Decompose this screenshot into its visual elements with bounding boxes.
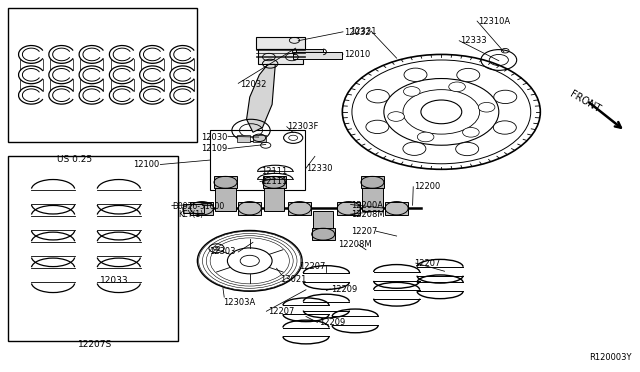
Text: 12200: 12200 xyxy=(415,182,441,191)
Circle shape xyxy=(478,102,495,112)
Text: 12032: 12032 xyxy=(344,28,371,37)
Text: FRONT: FRONT xyxy=(568,89,602,114)
Text: R120003Y: R120003Y xyxy=(589,353,632,362)
Text: 12303A: 12303A xyxy=(223,298,255,307)
Text: 12111: 12111 xyxy=(261,177,287,186)
Text: 12303F: 12303F xyxy=(287,122,318,131)
Text: 13021: 13021 xyxy=(280,275,307,284)
Circle shape xyxy=(463,128,479,137)
Text: 12207: 12207 xyxy=(300,262,326,271)
Text: 12333: 12333 xyxy=(461,36,487,45)
Circle shape xyxy=(494,90,516,103)
Circle shape xyxy=(417,132,434,142)
Text: 12208M: 12208M xyxy=(338,240,371,249)
Polygon shape xyxy=(215,179,236,211)
Text: US 0.25: US 0.25 xyxy=(57,155,92,164)
Circle shape xyxy=(456,142,479,155)
Text: 12208M: 12208M xyxy=(351,211,384,219)
Text: 12330: 12330 xyxy=(306,164,332,173)
Polygon shape xyxy=(264,179,284,211)
Circle shape xyxy=(366,90,389,103)
Text: 12207: 12207 xyxy=(415,259,441,267)
Text: 12331: 12331 xyxy=(350,26,377,36)
Text: KEY(1): KEY(1) xyxy=(178,211,204,219)
Text: 12010: 12010 xyxy=(344,50,371,59)
Circle shape xyxy=(403,87,420,96)
Text: 12100: 12100 xyxy=(133,160,159,169)
Polygon shape xyxy=(362,179,383,211)
Text: 12207: 12207 xyxy=(268,307,294,316)
Bar xyxy=(8,155,177,341)
Text: 12207S: 12207S xyxy=(78,340,113,349)
Text: 12209: 12209 xyxy=(332,285,358,294)
Bar xyxy=(210,131,305,190)
Polygon shape xyxy=(293,52,342,59)
Text: 12209: 12209 xyxy=(319,318,345,327)
Bar xyxy=(8,8,196,141)
Polygon shape xyxy=(312,228,335,240)
Polygon shape xyxy=(258,49,303,64)
Text: 12032: 12032 xyxy=(240,80,266,89)
Polygon shape xyxy=(256,37,305,49)
Text: 12303: 12303 xyxy=(209,247,236,256)
Polygon shape xyxy=(385,202,408,215)
Polygon shape xyxy=(238,202,261,215)
Text: 12030: 12030 xyxy=(201,132,227,142)
Circle shape xyxy=(366,120,389,134)
Text: D0926-51600: D0926-51600 xyxy=(172,202,224,211)
Polygon shape xyxy=(337,202,360,215)
Text: 12033: 12033 xyxy=(100,276,129,285)
Polygon shape xyxy=(361,176,384,188)
Polygon shape xyxy=(246,64,275,132)
Polygon shape xyxy=(190,202,213,215)
Text: 12111: 12111 xyxy=(261,167,287,176)
Polygon shape xyxy=(214,176,237,188)
Circle shape xyxy=(493,121,516,134)
Polygon shape xyxy=(182,204,204,213)
Polygon shape xyxy=(288,202,311,215)
Polygon shape xyxy=(296,49,323,54)
Circle shape xyxy=(404,68,427,81)
Text: 12207: 12207 xyxy=(351,227,377,236)
Polygon shape xyxy=(262,176,285,188)
Text: 12200A: 12200A xyxy=(351,201,383,210)
Polygon shape xyxy=(313,211,333,231)
Polygon shape xyxy=(253,135,266,142)
Text: 12310A: 12310A xyxy=(478,17,511,26)
Bar xyxy=(202,203,211,205)
Circle shape xyxy=(388,112,404,121)
Circle shape xyxy=(403,142,426,155)
Polygon shape xyxy=(237,135,250,142)
Circle shape xyxy=(449,82,465,92)
Circle shape xyxy=(457,68,480,82)
Text: 12109: 12109 xyxy=(201,144,227,153)
